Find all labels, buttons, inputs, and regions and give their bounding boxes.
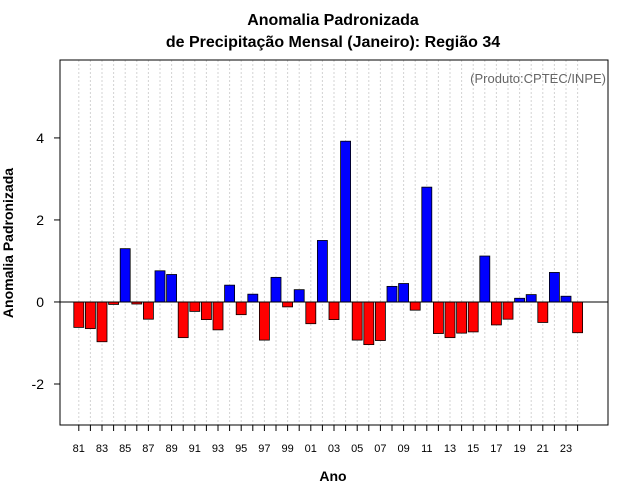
x-tick-label: 89 — [165, 443, 177, 455]
bar — [73, 301, 85, 328]
x-tick-label: 05 — [351, 443, 363, 455]
y-tick-label: 0 — [36, 294, 44, 310]
chart-title-line1: Anomalia Padronizada — [247, 12, 419, 29]
x-tick-label: 15 — [467, 443, 479, 455]
plot-frame — [59, 59, 609, 426]
bar — [386, 285, 398, 303]
bar — [189, 301, 201, 312]
x-tick-label: 11 — [421, 443, 432, 455]
x-tick-label: 07 — [374, 443, 386, 455]
bars — [73, 140, 583, 346]
bar — [560, 295, 572, 303]
x-axis: 81 83 85 87 89 91 93 95 97 99 01 03 05 07 09 11 13 15 17 19… — [73, 425, 579, 455]
bar — [409, 301, 421, 311]
bar — [432, 301, 444, 334]
bar — [572, 301, 583, 334]
x-tick-label: 17 — [490, 443, 502, 455]
y-tick-label: 2 — [36, 212, 44, 228]
bar — [537, 301, 549, 323]
bar — [479, 255, 491, 303]
x-tick-label: 87 — [142, 443, 154, 455]
bar — [224, 284, 236, 303]
bar — [351, 301, 363, 341]
credit-label: (Produto:CPTEC/INPE) — [470, 71, 606, 86]
bar — [316, 240, 328, 303]
bar — [490, 301, 502, 326]
bar — [235, 301, 247, 316]
bar — [119, 248, 131, 303]
x-tick-label: 95 — [235, 443, 247, 455]
bar — [212, 301, 224, 331]
bar — [502, 301, 514, 320]
y-tick-label: 4 — [36, 130, 44, 146]
bar — [421, 186, 433, 303]
bar — [525, 294, 537, 303]
x-tick-label: 03 — [328, 443, 340, 455]
bar — [247, 293, 259, 303]
x-tick-label: 23 — [560, 443, 572, 455]
x-tick-label: 81 — [73, 443, 85, 455]
bar — [200, 301, 212, 321]
x-tick-label: 01 — [305, 443, 317, 455]
x-tick-label: 91 — [189, 443, 201, 455]
bar — [177, 301, 189, 339]
x-tick-label: 19 — [513, 443, 525, 455]
x-tick-label: 85 — [119, 443, 131, 455]
x-tick-label: 97 — [258, 443, 270, 455]
x-axis-title: Ano — [319, 468, 346, 484]
x-tick-label: 09 — [397, 443, 409, 455]
y-tick-label: -2 — [32, 376, 45, 392]
bar — [456, 301, 468, 334]
x-tick-label: 21 — [537, 443, 549, 455]
bar — [96, 301, 108, 343]
bar — [305, 301, 317, 325]
bar — [467, 301, 479, 333]
chart-title-line2: de Precipitação Mensal (Janeiro): Região… — [166, 34, 500, 51]
bar — [549, 272, 560, 303]
bar — [514, 297, 525, 303]
bar — [258, 301, 270, 341]
bar — [328, 301, 340, 321]
bar — [154, 270, 166, 303]
x-tick-label: 83 — [96, 443, 108, 455]
bar — [142, 301, 154, 320]
bar — [398, 283, 410, 303]
x-tick-label: 13 — [444, 443, 456, 455]
bar — [363, 301, 375, 346]
y-axis: -2 0 2 4 — [32, 130, 60, 392]
bar — [282, 301, 294, 308]
bar — [293, 289, 305, 303]
bar — [444, 301, 456, 339]
bar — [270, 276, 282, 303]
bar — [340, 140, 352, 303]
grid-lines — [78, 60, 579, 425]
x-tick-label: 99 — [281, 443, 293, 455]
bar — [166, 274, 178, 303]
bar — [85, 301, 96, 330]
x-tick-label: 93 — [212, 443, 224, 455]
bar — [374, 301, 386, 341]
y-axis-title: Anomalia Padronizada — [0, 168, 16, 318]
